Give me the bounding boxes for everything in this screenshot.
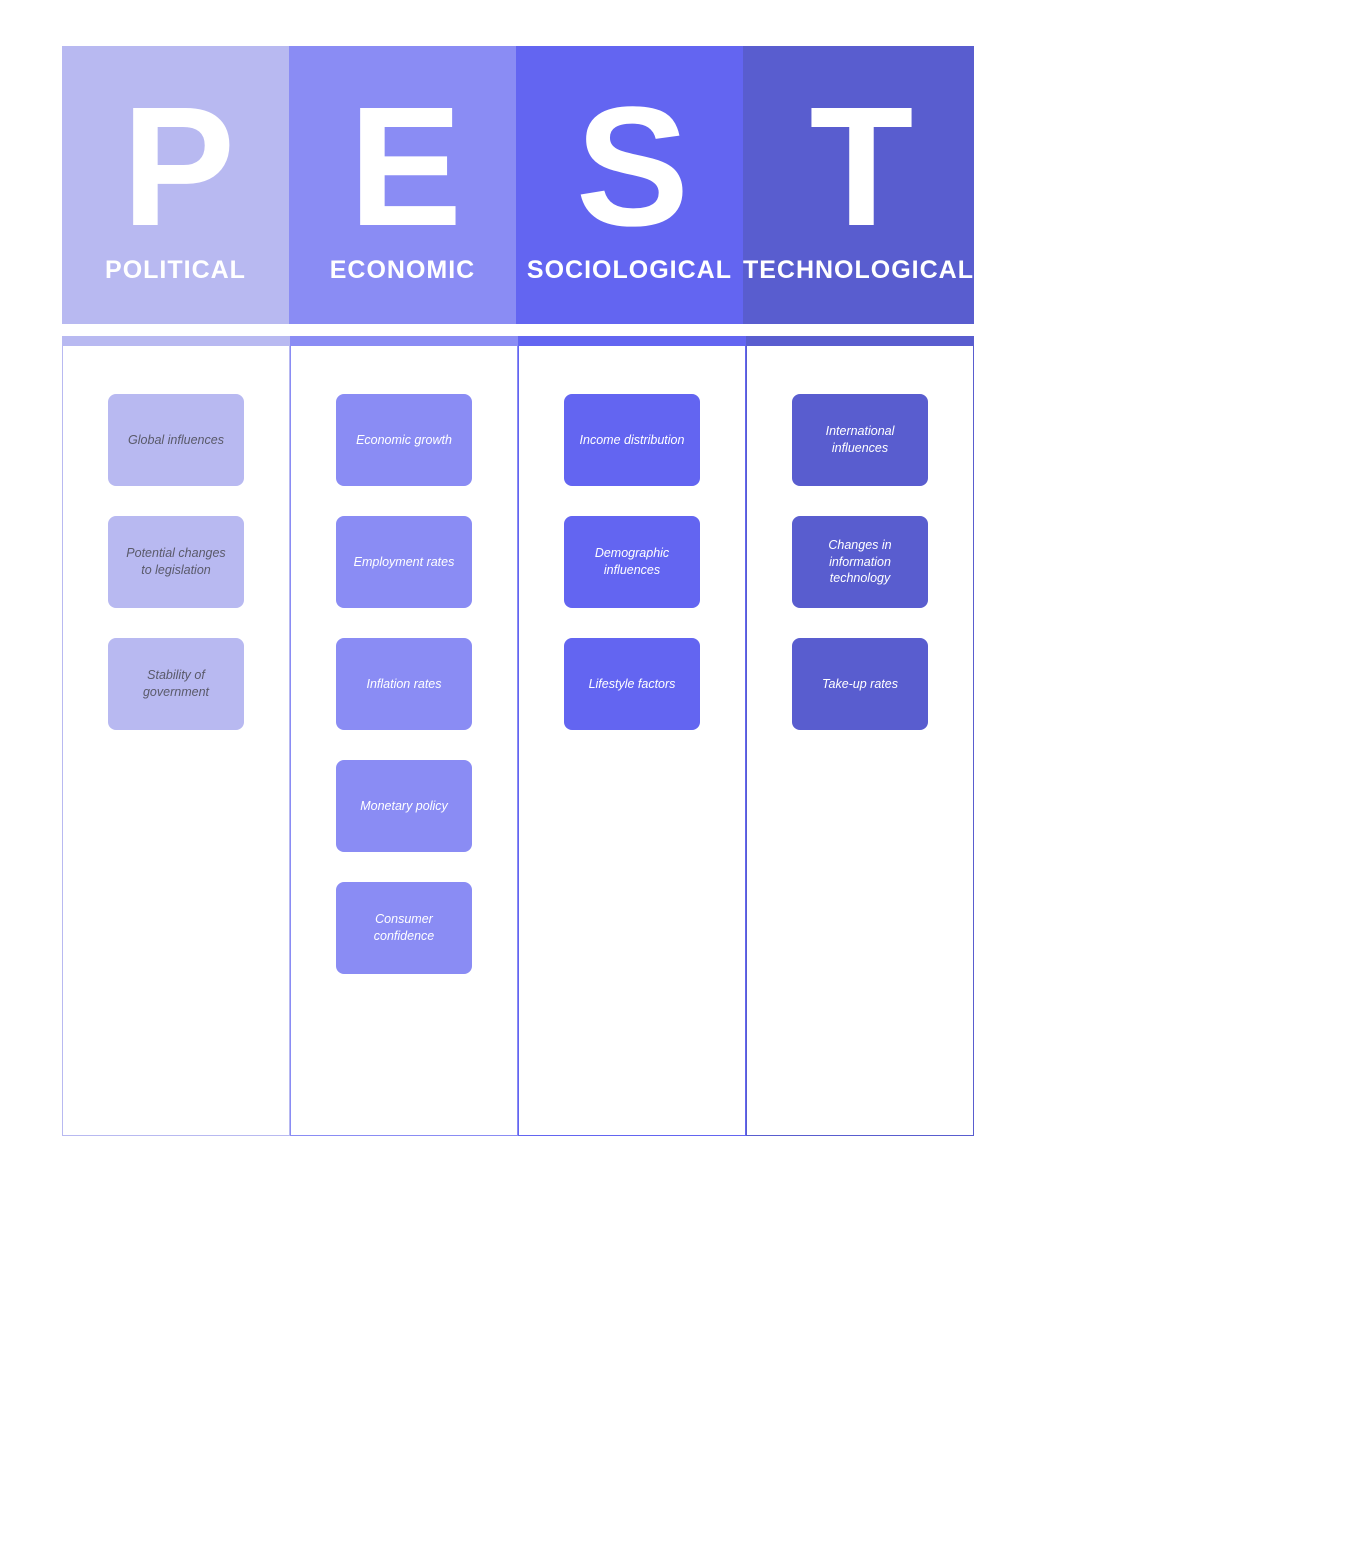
strip-segment (518, 336, 746, 346)
header-letter: T (810, 91, 908, 244)
header-title: SOCIOLOGICAL (527, 256, 732, 285)
factor-card: Inflation rates (336, 638, 472, 730)
body-row: Global influences Potential changes to le… (62, 346, 974, 1136)
factor-card: Potential changes to legislation (108, 516, 244, 608)
factor-card: Lifestyle factors (564, 638, 700, 730)
body-col-technological: International influences Changes in infor… (746, 346, 974, 1136)
header-col-technological: T TECHNOLOGICAL (743, 46, 974, 324)
factor-card: Employment rates (336, 516, 472, 608)
header-title: ECONOMIC (330, 256, 476, 285)
header-title: POLITICAL (105, 256, 246, 285)
factor-card: Economic growth (336, 394, 472, 486)
body-col-sociological: Income distribution Demographic influence… (518, 346, 746, 1136)
pest-diagram: P POLITICAL E ECONOMIC S SOCIOLOGICAL T TECHNOL… (62, 46, 974, 1136)
header-title: TECHNOLOGICAL (743, 256, 974, 285)
factor-card: Global influences (108, 394, 244, 486)
strip-segment (290, 336, 518, 346)
factor-card: Changes in information technology (792, 516, 928, 608)
factor-card: Take-up rates (792, 638, 928, 730)
factor-card: Consumer confidence (336, 882, 472, 974)
body-col-political: Global influences Potential changes to le… (62, 346, 290, 1136)
header-col-sociological: S SOCIOLOGICAL (516, 46, 743, 324)
factor-card: Monetary policy (336, 760, 472, 852)
header-row: P POLITICAL E ECONOMIC S SOCIOLOGICAL T TECHNOL… (62, 46, 974, 324)
factor-card: Demographic influences (564, 516, 700, 608)
strip-segment (746, 336, 974, 346)
strip-segment (62, 336, 290, 346)
color-strip (62, 336, 974, 346)
body-col-economic: Economic growth Employment rates Inflation… (290, 346, 518, 1136)
header-body-gap (62, 324, 974, 336)
header-letter: P (122, 91, 229, 244)
header-col-economic: E ECONOMIC (289, 46, 516, 324)
factor-card: Stability of government (108, 638, 244, 730)
header-col-political: P POLITICAL (62, 46, 289, 324)
factor-card: International influences (792, 394, 928, 486)
factor-card: Income distribution (564, 394, 700, 486)
header-letter: S (576, 91, 683, 244)
header-letter: E (349, 91, 456, 244)
